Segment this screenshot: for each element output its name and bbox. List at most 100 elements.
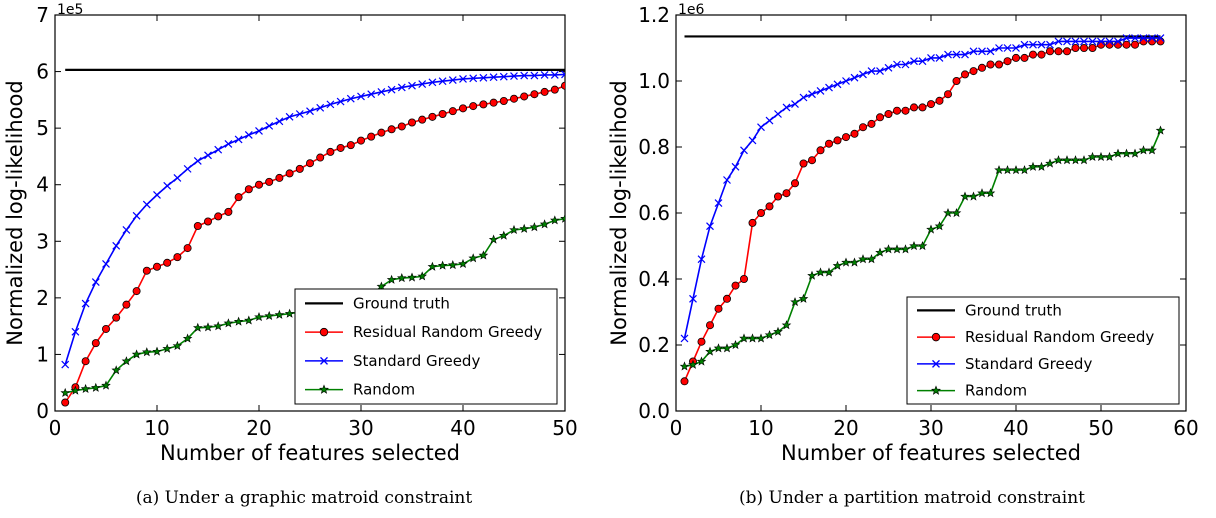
data-point bbox=[944, 50, 952, 59]
series-standard-greedy bbox=[61, 70, 565, 369]
data-point bbox=[680, 334, 689, 343]
data-point bbox=[448, 107, 457, 116]
data-point bbox=[367, 132, 376, 141]
data-point bbox=[765, 202, 774, 211]
x-tick-label: 0 bbox=[49, 416, 62, 440]
data-point bbox=[1062, 155, 1072, 165]
data-point bbox=[714, 304, 723, 313]
data-point bbox=[1046, 47, 1055, 56]
data-point bbox=[131, 349, 142, 359]
data-point bbox=[234, 135, 243, 144]
data-point bbox=[689, 294, 697, 303]
data-point bbox=[978, 63, 987, 72]
data-point bbox=[756, 333, 766, 343]
data-point bbox=[213, 321, 223, 331]
data-point bbox=[316, 103, 325, 112]
data-point bbox=[356, 136, 365, 145]
data-point bbox=[1028, 161, 1038, 171]
data-point bbox=[274, 309, 285, 319]
data-point bbox=[995, 60, 1004, 69]
legend-box bbox=[294, 288, 558, 405]
data-point bbox=[244, 185, 253, 194]
y-multiplier: 1e6 bbox=[678, 2, 705, 18]
series-standard-greedy bbox=[680, 34, 1165, 343]
data-point bbox=[91, 278, 100, 286]
data-point bbox=[1036, 161, 1047, 171]
data-point bbox=[61, 360, 70, 369]
data-point bbox=[204, 151, 212, 160]
y-multiplier: 1e5 bbox=[57, 2, 83, 18]
data-point bbox=[815, 267, 826, 277]
data-point bbox=[731, 281, 740, 290]
y-tick-label: 5 bbox=[36, 116, 49, 140]
data-point bbox=[850, 73, 859, 82]
data-point bbox=[1097, 37, 1105, 46]
data-point bbox=[275, 117, 284, 126]
data-point bbox=[910, 103, 919, 112]
data-point bbox=[510, 72, 518, 81]
data-point bbox=[900, 244, 911, 254]
data-point bbox=[901, 60, 910, 69]
data-point bbox=[774, 110, 782, 118]
data-point bbox=[71, 327, 80, 336]
data-point bbox=[866, 254, 877, 264]
data-point bbox=[1139, 34, 1148, 43]
data-point bbox=[183, 244, 192, 253]
data-point bbox=[961, 70, 970, 79]
data-point bbox=[858, 254, 868, 264]
data-point bbox=[1079, 155, 1089, 165]
data-point bbox=[1020, 40, 1029, 49]
data-point bbox=[284, 308, 295, 318]
legend-marker-residual-random-greedy bbox=[319, 327, 329, 337]
data-point bbox=[833, 136, 842, 145]
data-point bbox=[978, 47, 986, 56]
data-point bbox=[859, 123, 868, 132]
x-tick-label: 10 bbox=[144, 416, 169, 440]
data-point bbox=[295, 110, 304, 118]
data-point bbox=[418, 115, 427, 124]
data-point bbox=[850, 129, 859, 138]
data-point bbox=[214, 145, 223, 154]
data-point bbox=[203, 322, 213, 332]
data-point bbox=[917, 240, 928, 251]
data-point bbox=[1063, 47, 1072, 56]
data-point bbox=[765, 116, 774, 125]
data-point bbox=[285, 169, 294, 178]
data-point bbox=[748, 136, 757, 145]
data-point bbox=[479, 73, 488, 82]
data-point bbox=[723, 176, 731, 184]
data-point bbox=[233, 316, 244, 326]
data-point bbox=[824, 267, 834, 277]
x-tick-label: 10 bbox=[748, 416, 773, 440]
data-point bbox=[730, 339, 741, 350]
data-point bbox=[1088, 37, 1097, 46]
data-point bbox=[255, 127, 263, 135]
data-point bbox=[892, 244, 902, 254]
data-point bbox=[438, 77, 447, 86]
data-point bbox=[688, 359, 698, 369]
data-point bbox=[884, 63, 893, 72]
data-point bbox=[1046, 40, 1054, 49]
data-point bbox=[163, 258, 172, 267]
data-point bbox=[944, 90, 953, 99]
data-point bbox=[1138, 145, 1149, 155]
data-point bbox=[926, 224, 936, 234]
x-tick-label: 20 bbox=[246, 416, 271, 440]
y-tick-label: 0.2 bbox=[638, 333, 670, 357]
data-point bbox=[428, 112, 437, 121]
data-point bbox=[697, 337, 706, 346]
data-point bbox=[876, 113, 885, 122]
chart-partition-matroid: 0 10 20 30 40 50 60 0.0 0.2 0.4 0.6 0.8 1.0 1.2 1e6 Num… bbox=[607, 2, 1199, 465]
data-point bbox=[994, 165, 1004, 175]
data-point bbox=[499, 72, 508, 81]
data-point bbox=[781, 320, 792, 330]
data-point bbox=[153, 190, 161, 199]
data-point bbox=[934, 221, 945, 231]
data-point bbox=[1003, 57, 1012, 66]
data-point bbox=[807, 270, 817, 280]
data-point bbox=[697, 255, 706, 264]
data-point bbox=[152, 262, 161, 271]
data-point bbox=[418, 80, 427, 88]
data-point bbox=[1156, 34, 1165, 43]
data-point bbox=[387, 85, 396, 94]
